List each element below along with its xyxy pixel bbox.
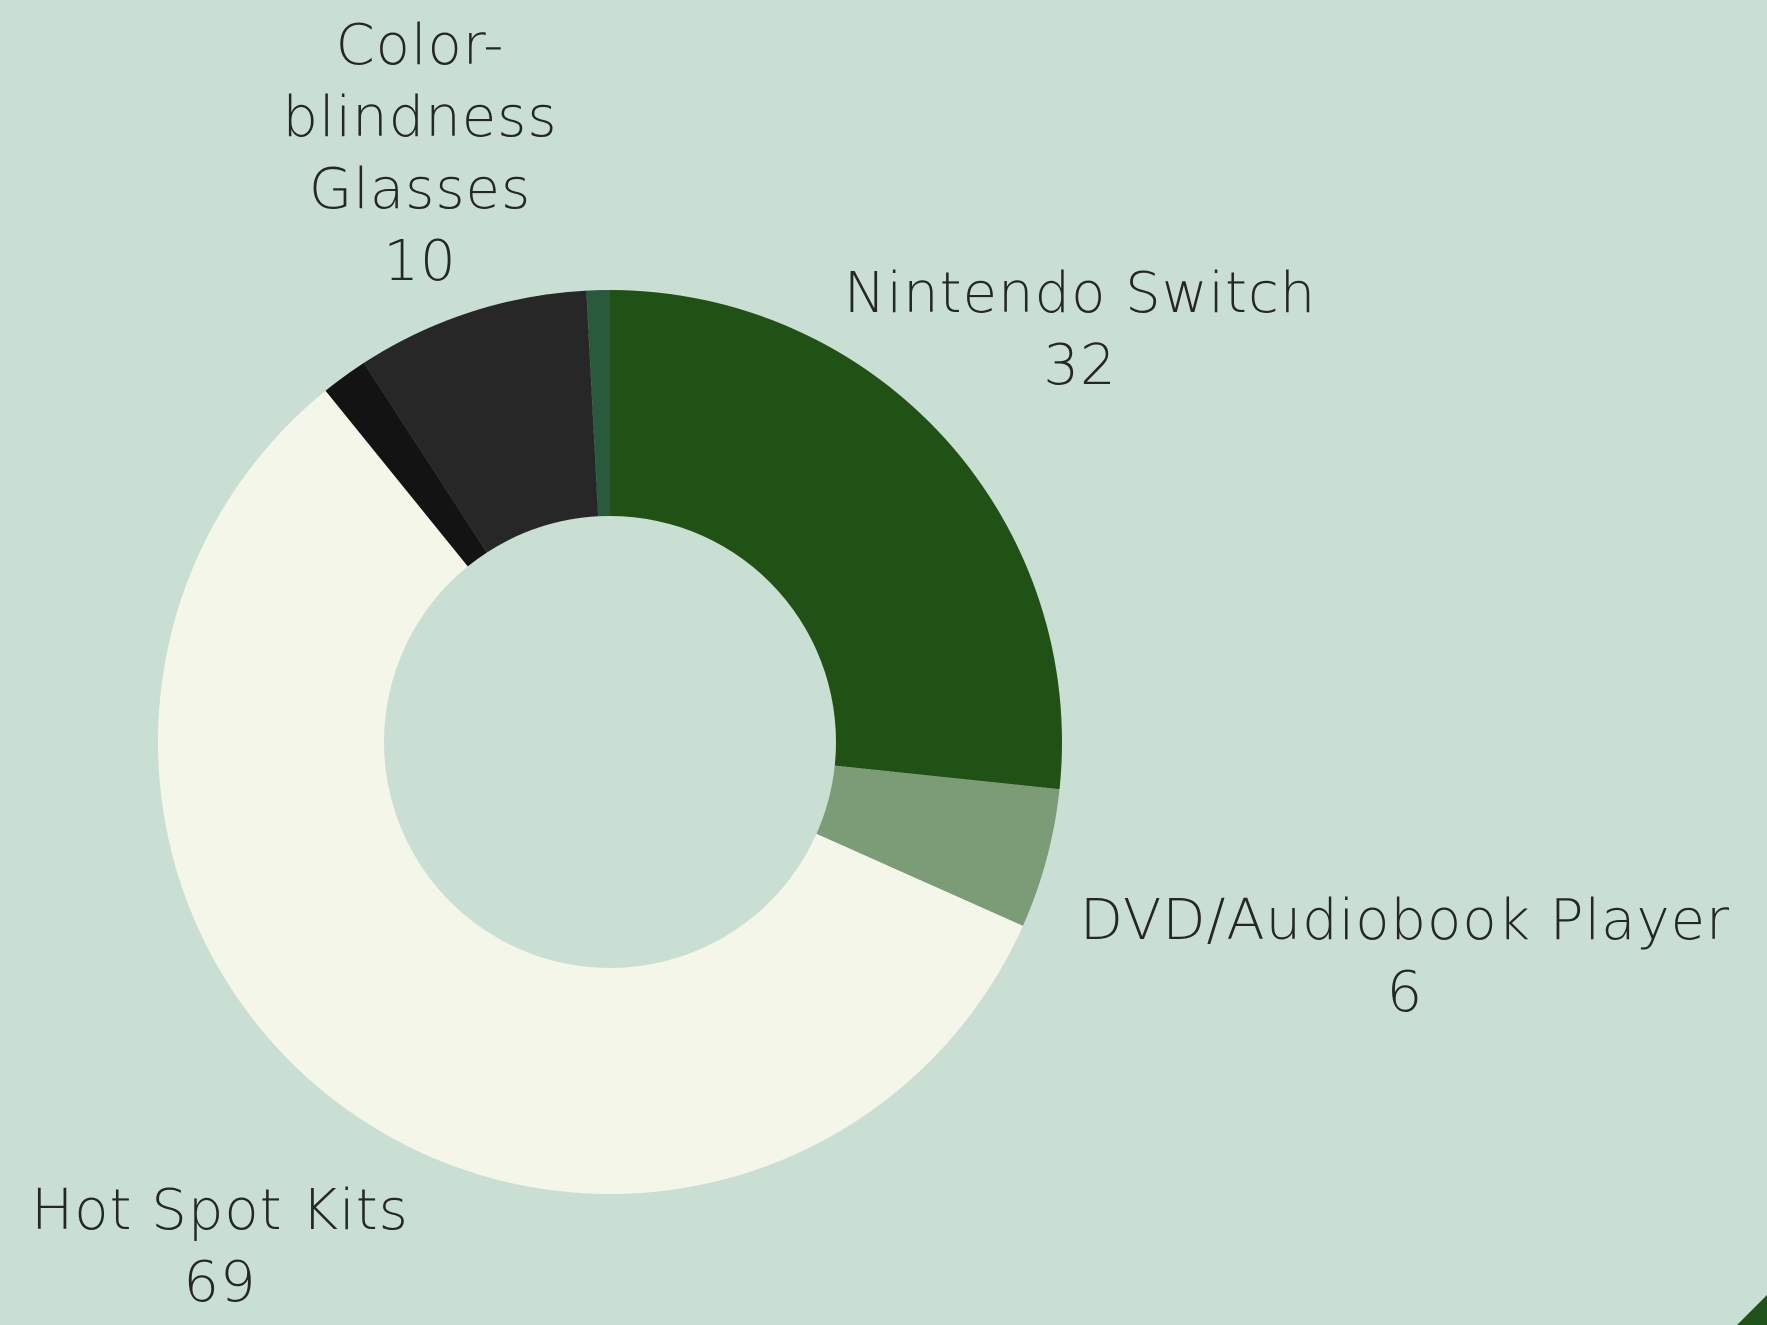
slice-slice-3 xyxy=(325,362,487,567)
label-color-blindness-glasses-value: 10 xyxy=(383,229,457,294)
label-hot-spot-kits: Hot Spot Kits 69 xyxy=(20,1175,420,1319)
slice-hot-spot-kits xyxy=(158,390,1023,1195)
label-color-blindness-glasses-name: Color- blindness Glasses xyxy=(282,13,558,222)
label-dvd-audiobook-player: DVD/Audiobook Player 6 xyxy=(1070,885,1740,1029)
label-nintendo-switch: Nintendo Switch 32 xyxy=(830,258,1330,402)
label-dvd-audiobook-player-name: DVD/Audiobook Player xyxy=(1079,888,1731,953)
label-color-blindness-glasses: Color- blindness Glasses 10 xyxy=(260,10,580,298)
label-hot-spot-kits-value: 69 xyxy=(183,1250,257,1315)
slice-slice-5 xyxy=(586,290,610,517)
slice-nintendo-switch xyxy=(610,290,1062,790)
label-nintendo-switch-name: Nintendo Switch xyxy=(843,261,1317,326)
corner-accent xyxy=(1737,1295,1767,1325)
slice-dvd-audiobook-player xyxy=(816,765,1060,926)
label-dvd-audiobook-player-value: 6 xyxy=(1386,960,1424,1025)
label-nintendo-switch-value: 32 xyxy=(1043,333,1117,398)
label-hot-spot-kits-name: Hot Spot Kits xyxy=(31,1178,409,1243)
slice-color-blindness-glasses xyxy=(363,290,599,553)
